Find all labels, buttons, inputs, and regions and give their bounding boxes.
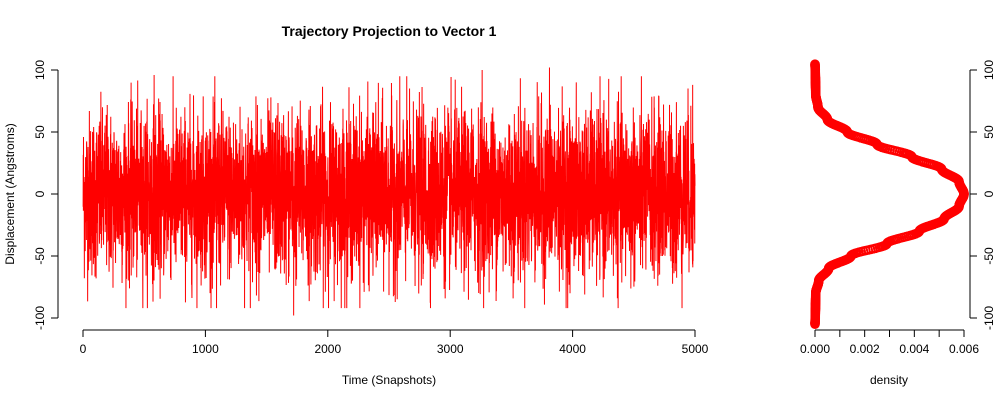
density-plot: -100 -50 0 50 100 0.000 0.002 0.004 0.006 densi…	[800, 59, 996, 387]
y-tick-label: 100	[33, 60, 47, 80]
x-tick-label: 5000	[682, 342, 709, 356]
x-tick-label: 4000	[559, 342, 586, 356]
y-tick-label: 50	[33, 125, 47, 139]
y-tick-label: 0	[33, 190, 47, 197]
x-axis-label: Time (Snapshots)	[342, 373, 436, 387]
trajectory-series	[82, 67, 696, 316]
y-tick-label: -50	[33, 247, 47, 265]
density-y-tick-label: 100	[982, 60, 996, 80]
density-y-tick-label: 50	[982, 125, 996, 139]
x-tick-label: 1000	[192, 342, 219, 356]
density-y-tick-label: -50	[982, 247, 996, 265]
density-x-tick-label: 0.004	[899, 342, 929, 356]
trajectory-plot: -100 -50 0 50 100 0 1000 2000 3000 4000 5000 Time…	[3, 60, 709, 387]
chart-title: Trajectory Projection to Vector 1	[282, 23, 497, 39]
y-axis-label: Displacement (Angstroms)	[3, 123, 17, 264]
density-y-tick-label: -100	[982, 306, 996, 330]
density-y-tick-label: 0	[982, 190, 996, 197]
density-point	[810, 59, 820, 69]
y-tick-label: -100	[33, 306, 47, 330]
x-tick-label: 0	[80, 342, 87, 356]
density-x-axis: 0.000 0.002 0.004 0.006	[800, 329, 979, 356]
density-x-axis-label: density	[870, 373, 908, 387]
density-y-axis: -100 -50 0 50 100	[969, 60, 996, 330]
x-tick-label: 3000	[437, 342, 464, 356]
density-x-tick-label: 0.000	[800, 342, 830, 356]
density-x-tick-label: 0.006	[949, 342, 979, 356]
density-x-tick-label: 0.002	[850, 342, 880, 356]
y-axis: -100 -50 0 50 100	[33, 60, 59, 330]
trajectory-line	[82, 67, 696, 316]
x-axis: 0 1000 2000 3000 4000 5000	[80, 329, 709, 356]
x-tick-label: 2000	[314, 342, 341, 356]
density-series	[810, 59, 969, 330]
